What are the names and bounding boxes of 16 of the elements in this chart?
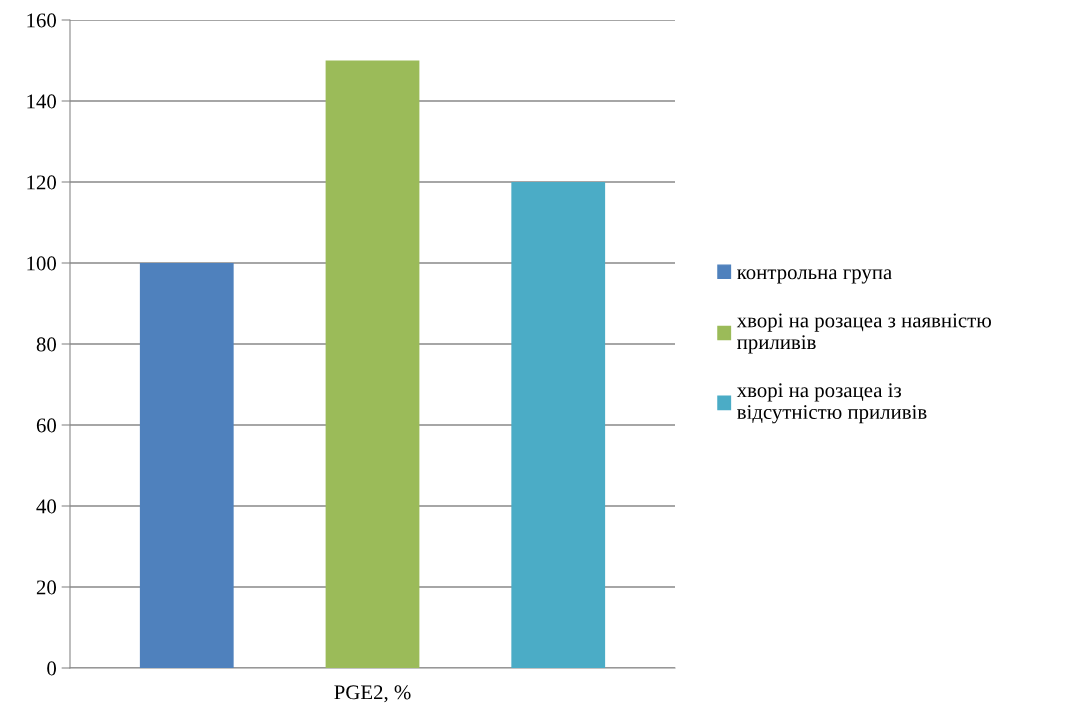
y-tick-label: 20 xyxy=(36,580,57,595)
y-tick-label: 60 xyxy=(36,418,57,433)
y-tick-label: 140 xyxy=(27,94,57,109)
legend-label: хворі на розацеа із відсутністю приливів xyxy=(736,383,927,424)
y-tick-label: 160 xyxy=(27,13,57,28)
bar xyxy=(325,60,420,668)
y-tick-label: 0 xyxy=(47,661,57,676)
legend-label: хворі на розацеа з наявністю приливів xyxy=(736,313,991,354)
y-tick-label: 80 xyxy=(36,337,57,352)
legend-label: контрольна група xyxy=(737,269,892,284)
y-tick-label: 120 xyxy=(27,175,57,190)
bar xyxy=(511,182,606,668)
bar xyxy=(139,263,234,668)
y-tick-label: 40 xyxy=(36,499,57,514)
y-tick-label: 100 xyxy=(27,256,57,271)
x-tick-label: PGE2, % xyxy=(334,685,411,703)
